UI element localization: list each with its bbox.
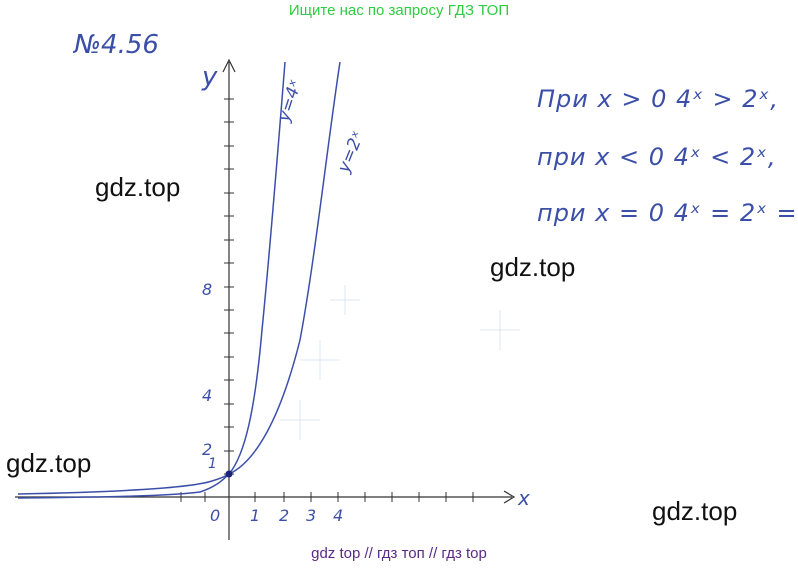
statement-x-negative: при x < 0 4ˣ < 2ˣ, (537, 143, 777, 171)
x-tick-label: 2 (279, 506, 290, 525)
y-tick-label: 8 (202, 280, 213, 299)
x-tick-label: 3 (306, 506, 317, 525)
x-tick-label: 0 (210, 506, 221, 525)
problem-number: №4.56 (74, 30, 159, 60)
x-tick-label: 1 (250, 506, 261, 525)
statement-x-zero: при x = 0 4ˣ = 2ˣ = 1 (537, 199, 798, 227)
y-axis-ticks (224, 98, 234, 475)
y-axis-label: y (202, 62, 218, 92)
x-tick-label: 4 (333, 506, 344, 525)
curve-4x (17, 61, 286, 499)
curve-2x (17, 61, 341, 495)
top-banner[interactable]: Ищите нас по запросу ГДЗ ТОП (288, 2, 510, 19)
watermark: gdz.top (652, 496, 738, 526)
y-tick-label: 1 (208, 456, 217, 472)
faint-grid (280, 285, 520, 440)
bottom-banner[interactable]: gdz top // гдз топ // гдз top (311, 545, 487, 562)
y-tick-label: 2 (202, 440, 213, 459)
y-tick-label: 4 (202, 386, 213, 405)
y-axis-arrow (222, 58, 236, 73)
x-axis-label: x (518, 486, 530, 510)
watermark: gdz.top (95, 172, 181, 202)
x-axis-arrow (503, 490, 516, 504)
watermark: gdz.top (490, 252, 576, 282)
watermark: gdz.top (6, 448, 92, 478)
statement-x-positive: При x > 0 4ˣ > 2ˣ, (537, 85, 779, 113)
intersection-point (225, 470, 233, 478)
